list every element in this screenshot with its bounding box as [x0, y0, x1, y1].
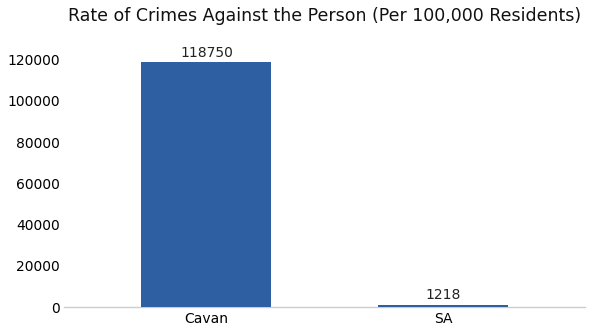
Text: 1218: 1218 [426, 288, 461, 302]
Bar [141, 62, 272, 307]
Bar [378, 305, 508, 307]
Text: 118750: 118750 [180, 46, 233, 60]
Title: Rate of Crimes Against the Person (Per 100,000 Residents): Rate of Crimes Against the Person (Per 1… [68, 7, 581, 25]
